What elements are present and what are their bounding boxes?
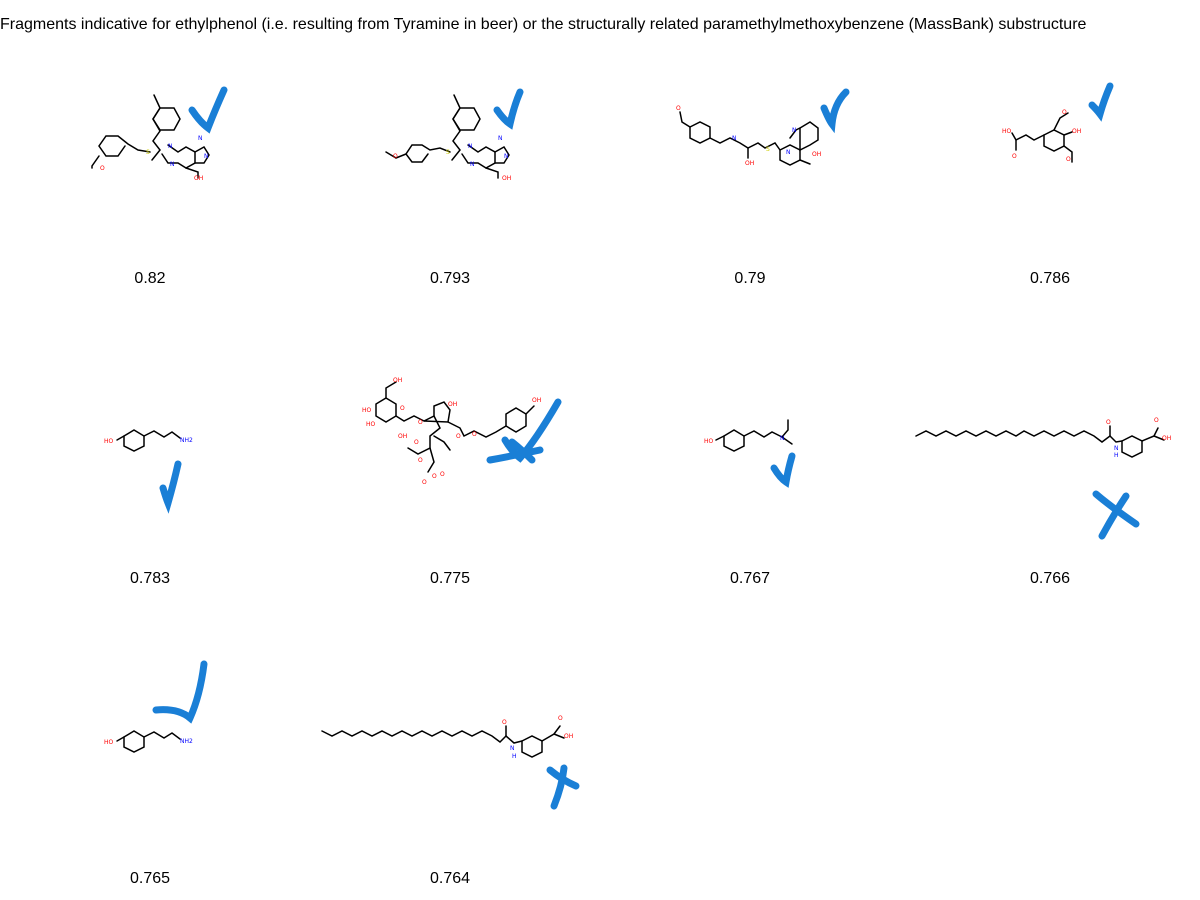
result-cell: N S N N N OH O 0.793 <box>300 0 600 300</box>
atom-label: O <box>456 433 461 440</box>
result-cell: O OH O N H 0.766 <box>900 300 1200 600</box>
atom-label: O <box>1154 417 1159 424</box>
atom-label: O <box>414 439 419 446</box>
atom-label: O <box>393 153 398 160</box>
atom-label: OH <box>448 401 457 408</box>
atom-label: HO <box>366 421 376 428</box>
atom-label: OH <box>812 151 821 158</box>
result-cell: O OH O N H 0.764 <box>300 600 600 900</box>
atom-label: O <box>432 473 437 480</box>
atom-label: N <box>170 161 175 168</box>
page-title: Fragments indicative for ethylphenol (i.… <box>0 16 1087 33</box>
atom-label: O <box>676 105 681 112</box>
similarity-score: 0.766 <box>1029 570 1071 587</box>
result-cell: HO NH2 0.765 <box>0 600 300 900</box>
atom-label: NH2 <box>180 437 193 444</box>
atom-label: N <box>468 143 473 150</box>
similarity-score: 0.765 <box>129 870 171 887</box>
molecule-structure: N S N N N OH O <box>385 94 511 182</box>
similarity-score: 0.793 <box>429 270 471 287</box>
result-cell: OH HO HO OH O O OH O O O O OH O O O 0.77… <box>300 300 600 600</box>
atom-label: N <box>510 745 515 752</box>
atom-label: S <box>766 146 770 153</box>
result-cell: HO NH2 0.783 <box>0 300 300 600</box>
atom-label: N <box>504 153 509 160</box>
atom-label: N <box>498 135 503 142</box>
atom-label: O <box>418 419 423 426</box>
molecule-structure: OH HO HO OH O O OH O O O O OH O O O <box>362 377 541 486</box>
atom-label: N <box>168 143 173 150</box>
molecule-structure: O N OH S N N OH <box>676 105 821 167</box>
atom-label: N <box>732 135 737 142</box>
molecule-structure: O OH O N H <box>321 715 573 760</box>
atom-label: O <box>1066 156 1071 163</box>
atom-label: O <box>1106 419 1111 426</box>
atom-label: NH2 <box>180 738 193 745</box>
atom-label: OH <box>502 175 511 182</box>
atom-label: OH <box>1072 128 1081 135</box>
atom-label: O <box>418 457 423 464</box>
atom-label: HO <box>704 438 714 445</box>
atom-label: O <box>422 479 427 486</box>
similarity-score: 0.767 <box>729 570 771 587</box>
atom-label: HO <box>1002 128 1012 135</box>
atom-label: O <box>440 471 445 478</box>
similarity-score: 0.786 <box>1029 270 1071 287</box>
atom-label: N <box>470 161 475 168</box>
atom-label: OH <box>745 160 754 167</box>
similarity-score: 0.79 <box>734 270 766 287</box>
result-cell: HO O OH O O 0.786 <box>900 0 1200 300</box>
molecule-structure: N S N N N OH O <box>91 94 210 182</box>
molecule-structure: HO N <box>704 419 793 452</box>
atom-label: N <box>198 135 203 142</box>
atom-label: H <box>1114 452 1119 459</box>
atom-label: N <box>204 153 209 160</box>
atom-label: O <box>400 405 405 412</box>
atom-label: HO <box>104 438 114 445</box>
atom-label: N <box>792 127 797 134</box>
atom-label: O <box>558 715 563 722</box>
atom-label: N <box>1114 445 1119 452</box>
atom-label: N <box>786 149 791 156</box>
atom-label: H <box>512 753 517 760</box>
molecule-structure: HO NH2 <box>104 429 193 452</box>
atom-label: OH <box>194 175 203 182</box>
atom-label: OH <box>393 377 402 384</box>
atom-label: S <box>446 149 450 156</box>
atom-label: O <box>472 431 477 438</box>
atom-label: OH <box>564 733 573 740</box>
atom-label: N <box>780 435 785 442</box>
result-cell: HO N 0.767 <box>600 300 900 600</box>
similarity-score: 0.82 <box>134 270 166 287</box>
result-cell: O N OH S N N OH 0.79 <box>600 0 900 300</box>
atom-label: O <box>1012 153 1017 160</box>
atom-label: OH <box>532 397 541 404</box>
molecule-structure: HO NH2 <box>104 730 193 753</box>
atom-label: OH <box>398 433 407 440</box>
molecule-structure: O OH O N H <box>915 417 1171 459</box>
similarity-score: 0.764 <box>429 870 471 887</box>
atom-label: O <box>1062 109 1067 116</box>
atom-label: S <box>146 149 150 156</box>
similarity-score: 0.783 <box>129 570 171 587</box>
result-cell: N S N N N OH O 0.82 <box>0 0 300 300</box>
molecule-structure: HO O OH O O <box>1002 109 1081 163</box>
similarity-score: 0.775 <box>429 570 471 587</box>
atom-label: HO <box>362 407 372 414</box>
atom-label: O <box>100 165 105 172</box>
atom-label: O <box>502 719 507 726</box>
atom-label: HO <box>104 739 114 746</box>
atom-label: OH <box>1162 435 1171 442</box>
